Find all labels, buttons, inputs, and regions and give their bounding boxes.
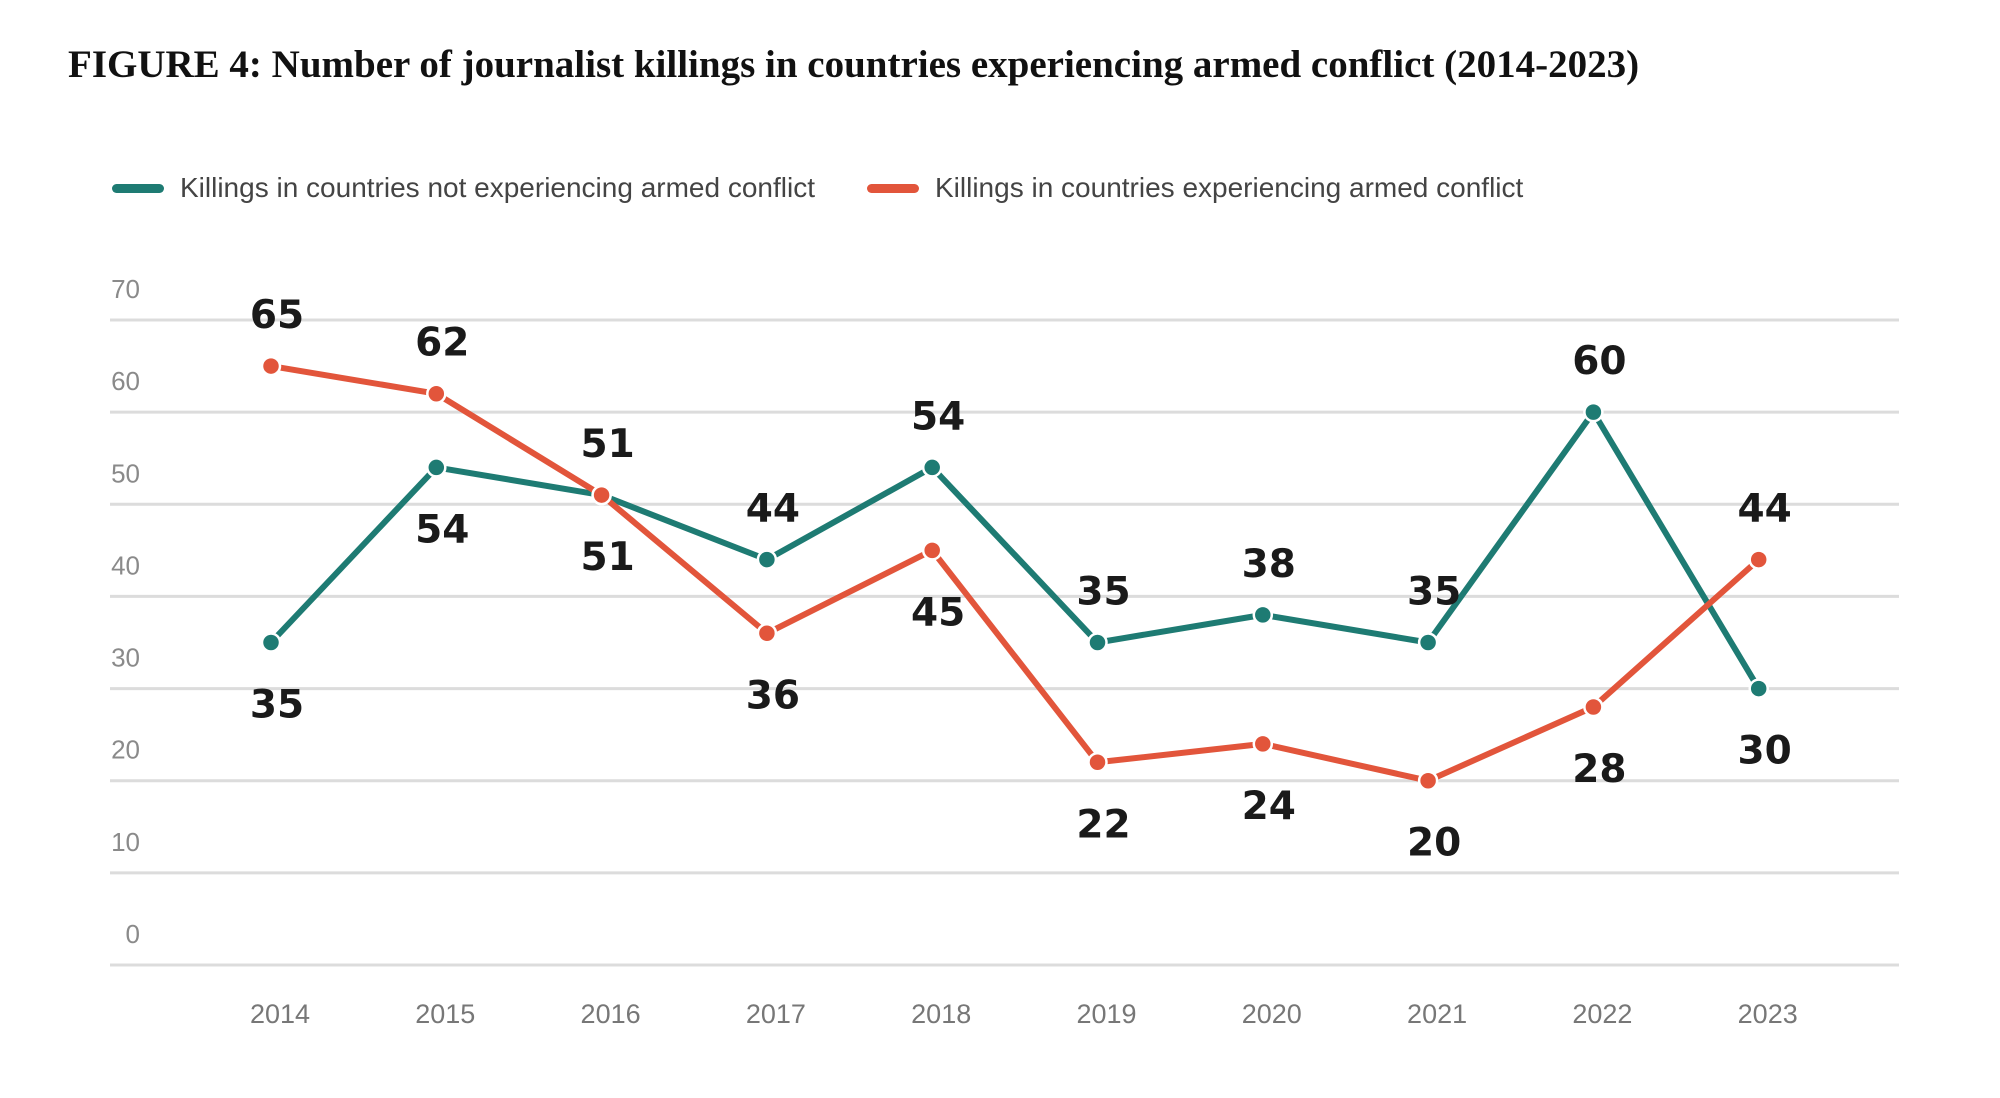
- y-tick-label: 40: [111, 550, 140, 580]
- data-label: 28: [1572, 747, 1626, 792]
- x-tick-label: 2022: [1572, 999, 1632, 1029]
- data-label: 44: [1738, 487, 1792, 532]
- x-tick-label: 2014: [250, 999, 310, 1029]
- x-tick-label: 2021: [1407, 999, 1467, 1029]
- x-tick-label: 2020: [1242, 999, 1302, 1029]
- y-tick-label: 70: [111, 274, 140, 304]
- series-line-0: [268, 409, 1762, 691]
- y-tick-label: 30: [111, 643, 140, 673]
- data-label: 20: [1407, 821, 1461, 866]
- data-label: 35: [250, 683, 304, 728]
- legend-label: Killings in countries experiencing armed…: [935, 172, 1524, 203]
- data-label: 51: [580, 422, 634, 467]
- y-tick-label: 10: [111, 827, 140, 857]
- data-point: [756, 549, 778, 570]
- y-tick-label: 0: [126, 919, 140, 949]
- data-point: [921, 540, 943, 561]
- data-point: [1583, 401, 1604, 423]
- data-label: 62: [415, 321, 469, 366]
- data-label: 54: [415, 507, 469, 552]
- data-label: 24: [1242, 784, 1296, 829]
- legend-item-not-conflict: Killings in countries not experiencing a…: [112, 172, 815, 204]
- series-line-1: [270, 363, 1761, 784]
- data-point: [921, 457, 943, 478]
- data-point: [426, 457, 447, 478]
- data-label: 45: [911, 590, 965, 635]
- x-tick-label: 2016: [581, 999, 641, 1029]
- x-tick-label: 2018: [911, 999, 971, 1029]
- data-point: [1252, 733, 1274, 755]
- data-point: [1748, 549, 1769, 570]
- data-point: [260, 632, 282, 653]
- data-point: [1583, 696, 1604, 718]
- chart-title: FIGURE 4: Number of journalist killings …: [68, 43, 1640, 86]
- data-point: [1087, 632, 1108, 653]
- data-point: [1417, 770, 1439, 791]
- y-tick-label: 60: [111, 366, 140, 396]
- data-label: 35: [1407, 570, 1461, 615]
- data-label: 30: [1738, 729, 1792, 774]
- x-tick-label: 2023: [1738, 999, 1798, 1029]
- data-label: 51: [580, 535, 634, 580]
- data-point: [1748, 678, 1769, 699]
- data-label: 60: [1572, 339, 1626, 384]
- x-tick-label: 2015: [415, 999, 475, 1029]
- data-point: [756, 623, 778, 644]
- data-point: [426, 383, 447, 404]
- x-tick-label: 2017: [746, 999, 806, 1029]
- data-label: 38: [1242, 542, 1296, 587]
- data-label: 36: [746, 673, 800, 718]
- y-tick-label: 20: [111, 735, 140, 765]
- data-point: [260, 355, 282, 377]
- data-label: 44: [746, 487, 800, 532]
- data-label: 22: [1076, 802, 1130, 847]
- legend-label: Killings in countries not experiencing a…: [180, 172, 815, 203]
- data-point: [1087, 752, 1108, 773]
- data-label: 35: [1076, 570, 1130, 615]
- legend-swatch-red: [867, 183, 919, 193]
- y-tick-label: 50: [111, 458, 140, 488]
- data-point: [591, 484, 612, 506]
- data-point: [1252, 604, 1274, 626]
- data-point: [1417, 632, 1439, 653]
- legend-swatch-teal: [112, 183, 164, 193]
- legend-item-conflict: Killings in countries experiencing armed…: [867, 172, 1523, 204]
- legend: Killings in countries not experiencing a…: [112, 172, 1523, 204]
- data-label: 65: [250, 293, 304, 338]
- data-label: 54: [911, 394, 965, 439]
- x-tick-label: 2019: [1076, 999, 1136, 1029]
